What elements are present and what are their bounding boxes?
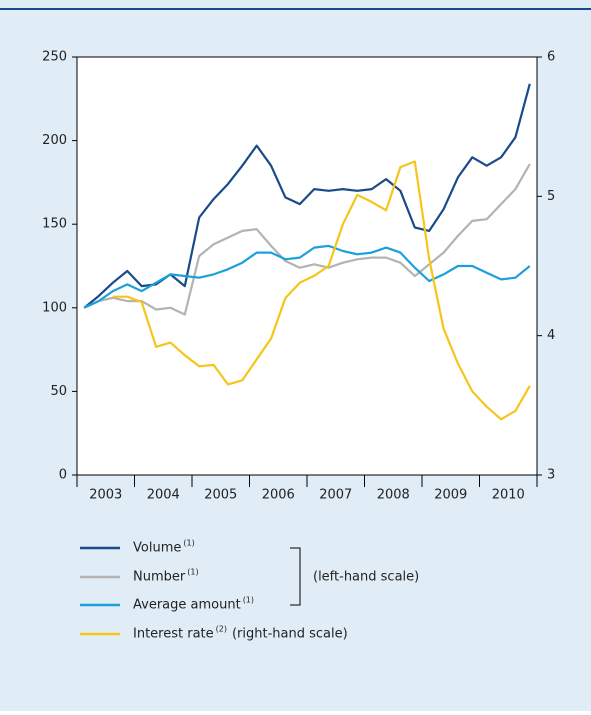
x-tick-label: 2010 [492, 488, 525, 503]
y2-tick-label: 5 [547, 189, 555, 204]
x-tick-label: 2004 [147, 488, 180, 503]
series-line [83, 163, 531, 316]
top-rule [0, 8, 591, 10]
y2-tick-label: 3 [547, 468, 555, 483]
legend-label: Number [133, 570, 186, 585]
y-tick-label: 50 [50, 384, 67, 399]
series-line [112, 160, 531, 421]
legend-note: (2) [216, 625, 227, 634]
legend-label: Interest rate [133, 627, 214, 642]
x-tick-label: 2005 [204, 488, 237, 503]
x-tick-label: 2008 [377, 488, 410, 503]
x-tick-label: 2009 [434, 488, 467, 503]
y-tick-label: 200 [42, 133, 67, 148]
legend-label: Average amount [133, 598, 241, 613]
legend-group-label: (left-hand scale) [313, 570, 419, 585]
x-tick-label: 2003 [89, 488, 122, 503]
series-line [83, 83, 531, 309]
y-tick-label: 0 [59, 468, 67, 483]
y-tick-label: 150 [42, 217, 67, 232]
y2-tick-label: 4 [547, 328, 555, 343]
legend-label: Volume [133, 541, 181, 556]
x-tick-label: 2007 [319, 488, 352, 503]
series-line [83, 244, 531, 309]
legend-note: (1) [243, 596, 254, 605]
y-tick-label: 100 [42, 300, 67, 315]
x-tick-label: 2006 [262, 488, 295, 503]
y2-tick-label: 6 [547, 50, 555, 65]
legend-note: (1) [187, 568, 198, 577]
legend-scale-label: (right-hand scale) [232, 627, 348, 642]
y-tick-label: 250 [42, 50, 67, 65]
legend-bracket [290, 547, 301, 606]
legend-note: (1) [183, 539, 194, 548]
